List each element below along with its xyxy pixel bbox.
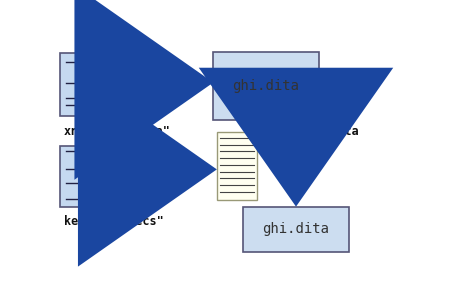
Text: ghi.dita: ghi.dita [232, 79, 300, 93]
Text: xref="ghi.dita": xref="ghi.dita" [64, 125, 171, 138]
Text: keyref="specs": keyref="specs" [64, 215, 163, 228]
Bar [60, 53, 159, 116]
Bar [217, 132, 257, 200]
Text: ghi.dita: ghi.dita [262, 222, 330, 236]
Bar [60, 146, 159, 207]
Text: specs=ghi.dita: specs=ghi.dita [259, 125, 359, 138]
Bar [243, 207, 349, 252]
Bar [213, 52, 319, 120]
